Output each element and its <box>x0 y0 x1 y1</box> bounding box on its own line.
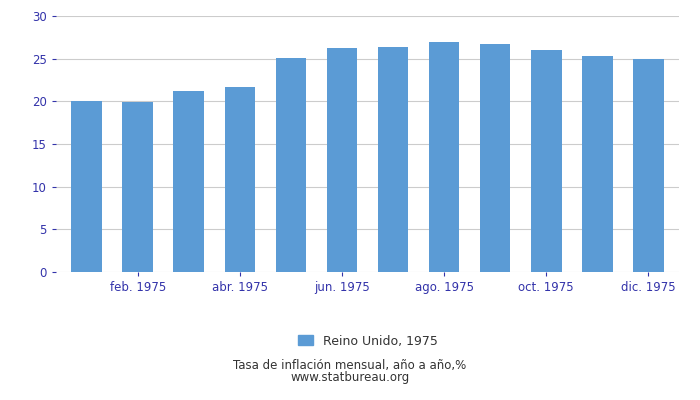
Legend: Reino Unido, 1975: Reino Unido, 1975 <box>298 334 438 348</box>
Bar <box>633 59 664 272</box>
Bar <box>327 48 357 272</box>
Text: www.statbureau.org: www.statbureau.org <box>290 372 410 384</box>
Bar <box>71 101 102 272</box>
Bar <box>174 91 204 272</box>
Bar <box>531 50 561 272</box>
Text: Tasa de inflación mensual, año a año,%: Tasa de inflación mensual, año a año,% <box>233 360 467 372</box>
Bar <box>480 44 510 272</box>
Bar <box>582 56 612 272</box>
Bar <box>276 58 306 272</box>
Bar <box>225 87 256 272</box>
Bar <box>122 102 153 272</box>
Bar <box>378 47 408 272</box>
Bar <box>429 42 459 272</box>
